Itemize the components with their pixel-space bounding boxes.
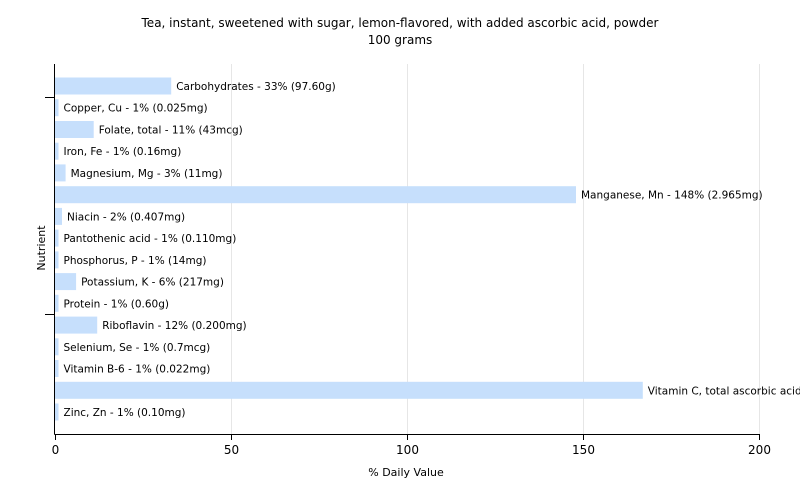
bar [55, 403, 59, 421]
x-tick-label: 0 [52, 443, 60, 457]
bar-label: Niacin - 2% (0.407mg) [67, 211, 185, 223]
bar-label: Protein - 1% (0.60g) [64, 298, 170, 310]
bar [55, 381, 643, 399]
bar-label: Selenium, Se - 1% (0.7mcg) [64, 342, 211, 354]
x-tick-label: 150 [572, 443, 595, 457]
bars [55, 77, 643, 421]
x-tick-label: 50 [224, 443, 239, 457]
x-axis-title: % Daily Value [368, 466, 444, 479]
bar-label: Copper, Cu - 1% (0.025mg) [64, 103, 208, 115]
bar-label: Phosphorus, P - 1% (14mg) [64, 255, 207, 267]
bar [55, 142, 59, 160]
chart-subtitle: 100 grams [368, 33, 433, 47]
bar [55, 360, 59, 377]
grid [231, 64, 760, 434]
bar-labels: Carbohydrates - 33% (97.60g) Copper, Cu -… [64, 81, 800, 419]
bar [55, 77, 172, 95]
bar-label: Magnesium, Mg - 3% (11mg) [71, 168, 223, 180]
bar [55, 294, 59, 312]
bar [55, 338, 59, 356]
bar [55, 273, 77, 291]
x-tick-label: 100 [396, 443, 419, 457]
bar-label: Riboflavin - 12% (0.200mg) [102, 320, 246, 332]
bar-label: Manganese, Mn - 148% (2.965mg) [581, 190, 763, 202]
bar [55, 207, 62, 225]
y-axis-title: Nutrient [35, 225, 48, 271]
bar [55, 251, 59, 269]
bar-label: Folate, total - 11% (43mcg) [99, 125, 243, 137]
bar [55, 99, 59, 117]
bar-label: Pantothenic acid - 1% (0.110mg) [64, 233, 237, 245]
bar-label: Carbohydrates - 33% (97.60g) [176, 81, 336, 93]
bar [55, 229, 59, 247]
bar [55, 186, 576, 204]
chart-title: Tea, instant, sweetened with sugar, lemo… [141, 16, 659, 30]
bar-label: Zinc, Zn - 1% (0.10mg) [64, 407, 186, 419]
bar-label: Iron, Fe - 1% (0.16mg) [64, 146, 182, 158]
bar-label: Vitamin B-6 - 1% (0.022mg) [64, 364, 211, 376]
bar [55, 164, 66, 182]
bar [55, 121, 94, 138]
bar-label: Potassium, K - 6% (217mg) [81, 277, 224, 289]
bar [55, 316, 98, 334]
x-tick-label: 200 [748, 443, 771, 457]
bar-label: Vitamin C, total ascorbic acid - 167% (1… [648, 385, 800, 397]
axes: 0 50 100 150 200 [45, 64, 771, 457]
